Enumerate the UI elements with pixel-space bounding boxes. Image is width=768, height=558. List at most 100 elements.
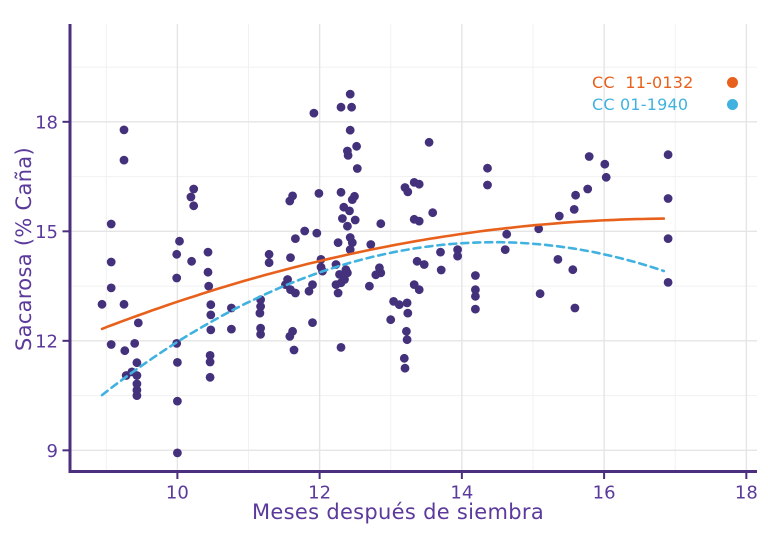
scatter-point	[340, 275, 349, 284]
scatter-point	[663, 234, 673, 244]
scatter-point	[130, 339, 140, 348]
scatter-point	[345, 245, 355, 255]
scatter-point	[336, 343, 346, 352]
scatter-point	[453, 245, 462, 255]
scatter-point	[289, 345, 299, 355]
scatter-point	[414, 179, 424, 189]
scatter-point	[402, 326, 411, 336]
scatter-point	[436, 247, 445, 257]
scatter-point	[365, 281, 374, 291]
scatter-point	[106, 340, 116, 349]
scatter-point	[343, 268, 352, 278]
y-tick-label: 9	[47, 441, 58, 462]
scatter-point	[584, 152, 594, 161]
scatter-point	[119, 299, 129, 309]
scatter-point	[403, 308, 413, 318]
scatter-point	[600, 159, 610, 169]
scatter-point	[414, 216, 424, 226]
scatter-point	[314, 189, 324, 198]
scatter-point	[204, 281, 214, 291]
scatter-point	[502, 229, 512, 239]
scatter-point	[291, 234, 300, 244]
scatter-point	[534, 224, 544, 234]
scatter-point	[256, 302, 265, 311]
legend-swatch-icon-orange	[727, 76, 738, 88]
scatter-point	[227, 324, 236, 334]
scatter-point	[571, 190, 580, 200]
scatter-point	[119, 125, 129, 135]
x-tick-label: 12	[308, 483, 331, 504]
scatter-point	[106, 219, 116, 229]
scatter-point	[376, 268, 386, 278]
scatter-point	[132, 379, 142, 389]
scatter-point	[256, 323, 265, 333]
scatter-point	[471, 304, 480, 314]
scatter-point	[106, 257, 116, 267]
scatter-point	[175, 236, 184, 246]
scatter-point	[428, 208, 438, 218]
scatter-point	[570, 303, 580, 313]
scatter-point	[403, 187, 413, 197]
scatter-point	[255, 308, 265, 318]
scatter-point	[264, 249, 274, 259]
scatter-point	[288, 326, 297, 336]
scatter-point	[569, 205, 579, 214]
legend-label-cc-11-0132: CC 11-0132	[592, 72, 694, 92]
scatter-point	[97, 299, 107, 309]
scatter-point	[352, 164, 362, 173]
scatter-point	[173, 358, 182, 367]
y-tick-label: 18	[35, 112, 58, 133]
x-tick-label: 14	[450, 483, 473, 504]
scatter-point	[333, 288, 343, 298]
scatter-point	[304, 286, 314, 296]
legend-label-cc-01-1940: CC 01-1940	[592, 94, 689, 114]
scatter-point	[376, 219, 386, 229]
scatter-point	[386, 315, 396, 325]
scatter-point	[500, 245, 510, 255]
scatter-point	[312, 228, 322, 238]
x-axis-title: Meses después de siembra	[252, 500, 544, 524]
scatter-point	[206, 325, 216, 335]
scatter-point	[412, 256, 422, 266]
scatter-point	[345, 125, 355, 135]
scatter-point	[338, 214, 347, 223]
scatter-point	[119, 155, 129, 165]
legend-item-cc-11-0132: CC 11-0132	[592, 71, 738, 93]
scatter-point	[106, 283, 116, 293]
scatter-point	[206, 300, 216, 310]
scatter-point	[345, 206, 354, 216]
scatter-point	[663, 278, 673, 287]
scatter-point	[308, 318, 317, 327]
scatter-point	[132, 371, 142, 380]
scatter-point	[308, 280, 317, 289]
scatter-point	[402, 298, 412, 308]
scatter-point	[203, 247, 213, 257]
scatter-point	[132, 391, 142, 400]
scatter-point	[350, 215, 360, 225]
scatter-point	[366, 240, 376, 249]
scatter-point	[300, 226, 310, 236]
scatter-point	[336, 102, 346, 112]
scatter-point	[553, 255, 563, 264]
scatter-point	[309, 108, 319, 118]
scatter-point	[173, 396, 182, 406]
scatter-point	[345, 89, 355, 99]
scatter-point	[554, 211, 564, 221]
scatter-point	[120, 346, 130, 356]
scatter-point	[206, 310, 216, 320]
legend-item-cc-01-1940: CC 01-1940	[592, 93, 738, 115]
scatter-point	[424, 137, 434, 147]
scatter-point	[453, 251, 462, 261]
scatter-point	[601, 172, 611, 182]
scatter-point	[291, 288, 300, 298]
trend-line-cc-01-1940	[100, 240, 666, 397]
scatter-point	[187, 256, 197, 266]
scatter-point	[205, 372, 215, 382]
x-tick-label: 18	[735, 483, 758, 504]
scatter-point	[173, 448, 182, 458]
scatter-point	[663, 194, 673, 203]
scatter-point	[264, 258, 274, 268]
scatter-point	[205, 351, 215, 360]
scatter-point	[399, 353, 409, 363]
x-tick-label: 10	[166, 483, 189, 504]
